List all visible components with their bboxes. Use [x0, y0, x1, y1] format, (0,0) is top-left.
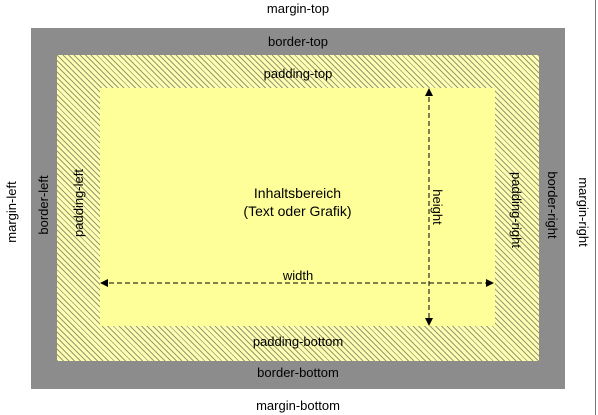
border-right-label: border-right: [545, 171, 560, 239]
margin-right-label: margin-right: [576, 177, 591, 247]
padding-right-label: padding-right: [509, 172, 524, 248]
margin-bottom-label: margin-bottom: [256, 398, 340, 413]
border-bottom-label: border-bottom: [257, 365, 339, 380]
width-label: width: [282, 268, 314, 283]
border-left-label: border-left: [36, 175, 51, 235]
border-top-label: border-top: [268, 34, 328, 49]
padding-top-label: padding-top: [263, 66, 333, 81]
height-label: height: [430, 189, 445, 225]
padding-left-label: padding-left: [71, 169, 86, 237]
right-edge-line: [595, 0, 596, 415]
content-label-line1: Inhaltsbereich: [253, 185, 342, 201]
padding-bottom-label: padding-bottom: [252, 334, 344, 349]
margin-left-label: margin-left: [4, 181, 19, 243]
margin-top-label: margin-top: [266, 1, 330, 16]
content-label-line2: (Text oder Grafik): [243, 203, 352, 219]
content-label: Inhaltsbereich (Text oder Grafik): [100, 184, 495, 220]
